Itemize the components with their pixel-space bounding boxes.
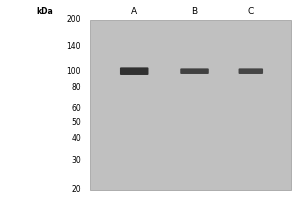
Text: 200: 200 [67, 16, 81, 24]
Text: 30: 30 [71, 156, 81, 165]
Text: 100: 100 [67, 67, 81, 76]
Text: 140: 140 [67, 42, 81, 51]
Text: 20: 20 [71, 186, 81, 194]
Text: 50: 50 [71, 118, 81, 127]
Text: B: B [191, 6, 198, 16]
Text: 80: 80 [71, 83, 81, 92]
Text: 40: 40 [71, 134, 81, 143]
Text: kDa: kDa [36, 6, 53, 16]
Text: A: A [131, 6, 137, 16]
Text: C: C [248, 6, 254, 16]
Text: 60: 60 [71, 104, 81, 113]
